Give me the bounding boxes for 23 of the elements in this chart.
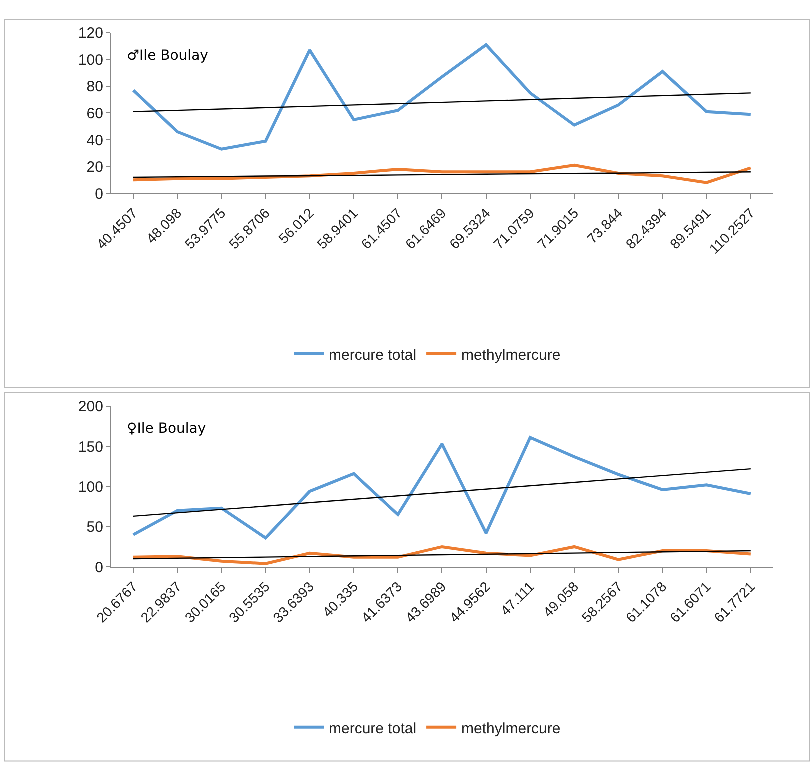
line-series <box>132 164 752 184</box>
y-tick-label: 120 <box>78 25 104 42</box>
legend-label: methylmercure <box>462 346 561 364</box>
line-series <box>132 468 752 518</box>
legend-label: mercure total <box>329 720 417 738</box>
y-tick-label: 150 <box>78 438 104 456</box>
legend-label: mercure total <box>329 346 417 364</box>
y-tick-label: 20 <box>86 159 104 176</box>
text: ♀Ile Boulay <box>127 421 206 437</box>
y-tick-label: 100 <box>78 52 104 69</box>
y-tick-label: 50 <box>86 519 104 536</box>
line-series <box>132 436 752 540</box>
legend-label: methylmercure <box>462 720 561 738</box>
line-series <box>132 550 752 560</box>
y-tick-label: 0 <box>95 186 104 203</box>
y-tick-label: 100 <box>78 478 104 496</box>
y-tick-label: 0 <box>95 559 104 576</box>
y-tick-label: 80 <box>86 78 104 96</box>
y-tick-label: 60 <box>86 105 104 122</box>
line-series <box>132 92 752 112</box>
text: ♂Ile Boulay <box>127 48 208 64</box>
y-tick-label: 40 <box>86 132 104 150</box>
y-tick-label: 200 <box>78 398 104 416</box>
